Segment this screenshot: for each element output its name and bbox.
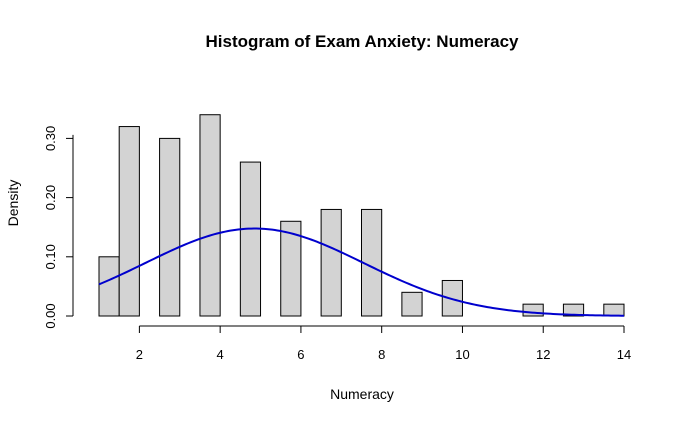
x-tick-label: 4 <box>217 347 224 362</box>
histogram-bar <box>603 303 625 317</box>
x-tick-label: 14 <box>617 347 631 362</box>
x-axis-label: Numeracy <box>330 386 394 402</box>
histogram-bar <box>98 256 120 317</box>
histogram-bar <box>320 208 342 317</box>
histogram-bar <box>522 303 544 317</box>
histogram-bar <box>562 303 585 317</box>
y-tick-label: 0.00 <box>43 303 58 328</box>
histogram-bar <box>159 137 181 317</box>
x-tick-label: 2 <box>136 347 143 362</box>
bars-group <box>98 114 625 317</box>
y-tick-label: 0.30 <box>43 126 58 151</box>
y-tick-label: 0.20 <box>43 185 58 210</box>
x-tick-label: 6 <box>297 347 304 362</box>
histogram-bar <box>401 291 423 317</box>
x-tick-label: 12 <box>536 347 550 362</box>
histogram-bar <box>118 126 140 317</box>
histogram-bar <box>199 114 221 317</box>
chart-title: Histogram of Exam Anxiety: Numeracy <box>205 32 519 51</box>
histogram-bar <box>239 161 262 317</box>
x-tick-label: 10 <box>455 347 469 362</box>
y-axis-label: Density <box>5 180 21 227</box>
x-axis: 2 4 6 8 10 12 14 <box>136 325 631 362</box>
histogram-bar <box>280 220 302 317</box>
y-axis: 0.00 0.10 0.20 0.30 <box>43 126 74 329</box>
x-tick-label: 8 <box>378 347 385 362</box>
density-curve <box>98 227 625 317</box>
y-tick-label: 0.10 <box>43 244 58 269</box>
